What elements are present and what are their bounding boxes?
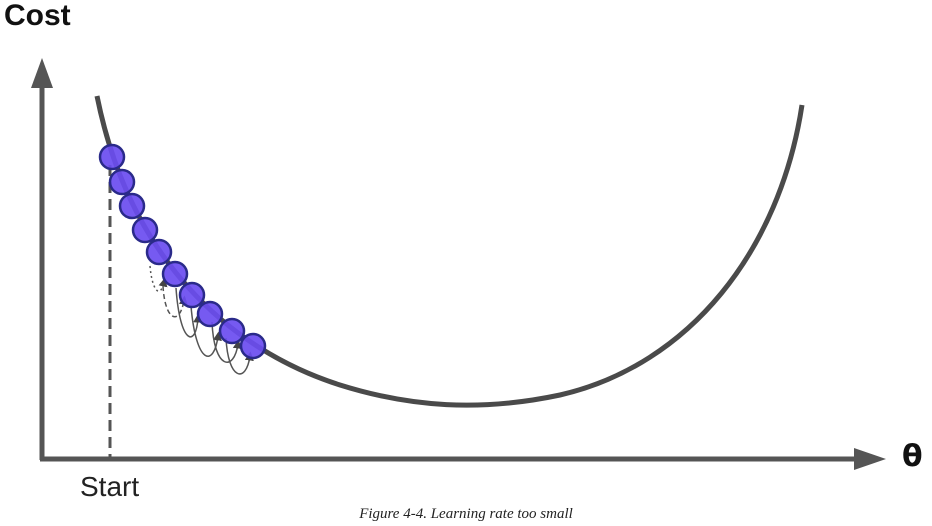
step-arrow-dotted: [149, 265, 168, 292]
step-arrow-dashed: [162, 285, 188, 318]
step-arrow: [211, 321, 242, 363]
step-ball: [118, 192, 146, 220]
step-ball: [239, 332, 267, 360]
x-axis-arrowhead: [854, 448, 886, 470]
step-ball: [218, 317, 246, 345]
x-axis-label: θ: [902, 439, 923, 474]
step-arrow: [190, 305, 222, 357]
step-arrow: [175, 287, 203, 338]
step-arrow: [225, 337, 254, 375]
figure-caption: Figure 4-4. Learning rate too small: [359, 506, 573, 522]
y-axis-arrowhead: [31, 58, 53, 88]
y-axis-label: Cost: [4, 0, 71, 32]
cost-curve: [94, 95, 805, 408]
step-ball: [131, 216, 159, 244]
step-ball: [145, 238, 173, 266]
step-ball: [196, 300, 224, 328]
step-ball: [161, 260, 189, 288]
step-ball: [108, 168, 136, 196]
step-ball: [178, 281, 206, 309]
start-label: Start: [80, 471, 140, 502]
step-ball: [98, 143, 126, 171]
step-balls: [98, 143, 267, 360]
